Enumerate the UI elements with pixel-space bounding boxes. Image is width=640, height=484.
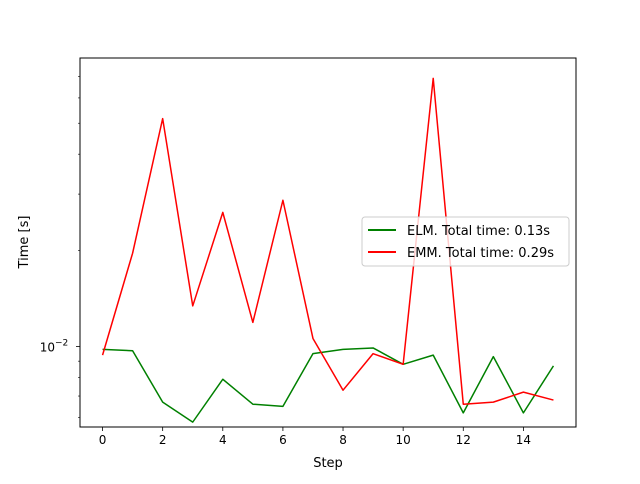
x-tick-label: 2 bbox=[159, 433, 167, 447]
series-lines bbox=[101, 77, 555, 423]
x-tick-label: 8 bbox=[339, 433, 347, 447]
x-tick-label: 12 bbox=[456, 433, 471, 447]
y-axis-label: Time [s] bbox=[17, 216, 32, 270]
x-tick-label: 4 bbox=[219, 433, 227, 447]
x-axis-ticks: 0 2 4 6 8 10 12 14 bbox=[99, 427, 531, 447]
series-line-1 bbox=[101, 77, 554, 405]
legend-label-emm: EMM. Total time: 0.29s bbox=[407, 246, 554, 261]
legend: ELM. Total time: 0.13s EMM. Total time: … bbox=[361, 216, 570, 267]
x-tick-label: 10 bbox=[396, 433, 411, 447]
legend-box bbox=[361, 216, 570, 267]
legend-label-elm: ELM. Total time: 0.13s bbox=[407, 224, 550, 239]
x-tick-label: 6 bbox=[279, 433, 287, 447]
y-axis-ticks: 10 −2 bbox=[40, 76, 80, 418]
x-tick-label: 14 bbox=[516, 433, 531, 447]
y-tick-label: 10 bbox=[40, 341, 55, 355]
x-axis-label: Step bbox=[313, 456, 343, 471]
plot-frame bbox=[79, 57, 577, 428]
y-tick-label-exponent: −2 bbox=[55, 339, 68, 349]
series-line-0 bbox=[102, 347, 555, 423]
x-tick-label: 0 bbox=[99, 433, 107, 447]
